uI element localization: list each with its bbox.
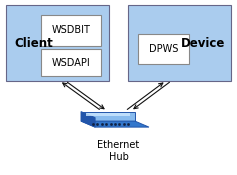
Text: DPWS: DPWS	[149, 44, 178, 54]
Polygon shape	[81, 112, 95, 127]
Polygon shape	[81, 112, 135, 121]
Bar	[128, 5, 231, 81]
Text: WSDBIT: WSDBIT	[51, 25, 90, 35]
Bar	[41, 15, 101, 46]
Polygon shape	[86, 113, 130, 116]
Bar	[41, 49, 101, 76]
Bar	[138, 34, 189, 64]
Text: Ethernet
Hub: Ethernet Hub	[97, 140, 140, 162]
Text: Device: Device	[181, 37, 225, 50]
Polygon shape	[81, 121, 149, 127]
Text: WSDAPI: WSDAPI	[52, 58, 90, 68]
Text: Client: Client	[14, 37, 53, 50]
Bar	[6, 5, 109, 81]
